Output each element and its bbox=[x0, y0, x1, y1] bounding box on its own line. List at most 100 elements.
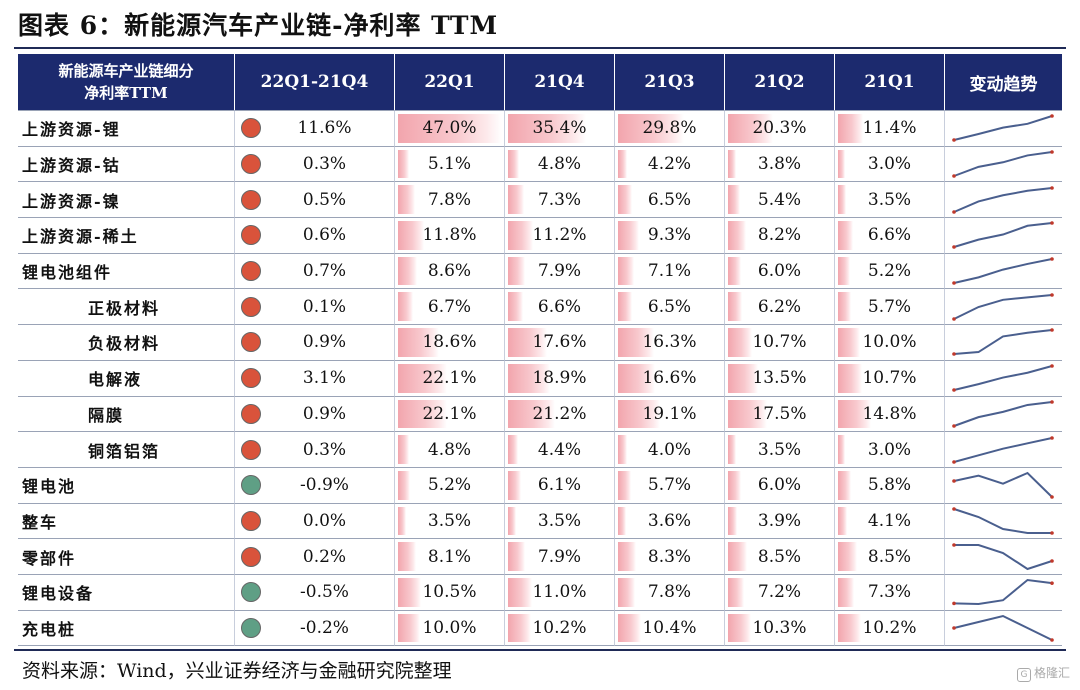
change-value: 0.3% bbox=[302, 154, 347, 175]
margin-cell: 4.2% bbox=[614, 145, 724, 182]
trend-cell bbox=[944, 431, 1062, 467]
header-period: 21Q2 bbox=[724, 54, 834, 110]
segment-name: 铜箔铝箔 bbox=[18, 431, 234, 467]
sparkline-start-point bbox=[952, 138, 956, 143]
trend-cell bbox=[944, 538, 1062, 574]
margin-cell: 5.1% bbox=[394, 145, 504, 182]
table-row: 负极材料 0.9% 18.6% 17.6% 16.3% 10.7% 10.0% bbox=[18, 324, 1062, 360]
trend-sparkline bbox=[952, 257, 1054, 285]
sparkline-start-point bbox=[952, 316, 956, 321]
margin-cell: 4.4% bbox=[504, 431, 614, 467]
table-row: 整车 0.0% 3.5% 3.5% 3.6% 3.9% 4.1% bbox=[18, 502, 1062, 539]
trend-sparkline bbox=[952, 114, 1054, 143]
sparkline-line bbox=[953, 507, 1052, 534]
data-bar bbox=[728, 114, 773, 143]
margin-cell: 3.9% bbox=[724, 502, 834, 539]
data-bar bbox=[508, 363, 550, 393]
trend-sparkline bbox=[952, 507, 1054, 535]
margin-value: 7.3% bbox=[867, 582, 912, 603]
sparkline-end-point bbox=[1050, 150, 1054, 154]
margin-value: 29.8% bbox=[642, 118, 697, 139]
data-bar bbox=[508, 613, 531, 642]
data-bar bbox=[728, 185, 740, 215]
segment-name: 隔膜 bbox=[18, 395, 234, 432]
margin-value: 3.6% bbox=[647, 510, 692, 531]
margin-value: 10.0% bbox=[422, 617, 477, 638]
segment-name: 锂电设备 bbox=[18, 573, 234, 610]
data-bar bbox=[838, 114, 863, 143]
margin-cell: 22.1% bbox=[394, 359, 504, 396]
change-cell: 0.5% bbox=[234, 181, 394, 218]
trend-sparkline bbox=[952, 472, 1054, 500]
header-change: 22Q1-21Q4 bbox=[234, 54, 394, 110]
change-cell: 0.9% bbox=[234, 324, 394, 360]
header-row: 新能源车产业链细分 净利率TTM 22Q1-21Q4 22Q1 21Q4 21Q… bbox=[18, 54, 1062, 110]
segment-name: 上游资源-稀土 bbox=[18, 217, 234, 253]
header-period: 21Q4 bbox=[504, 54, 614, 110]
margin-cell: 14.8% bbox=[834, 395, 944, 432]
sparkline-start-point bbox=[952, 352, 956, 357]
change-value: 0.2% bbox=[302, 546, 347, 567]
trend-cell bbox=[944, 359, 1062, 396]
change-value: 0.3% bbox=[302, 439, 347, 460]
data-bar bbox=[508, 114, 586, 143]
margin-cell: 18.9% bbox=[504, 359, 614, 396]
indicator-red-dot-icon bbox=[241, 118, 261, 139]
data-bar bbox=[508, 470, 521, 500]
change-cell: 0.3% bbox=[234, 145, 394, 182]
margin-cell: 13.5% bbox=[724, 359, 834, 396]
data-bar bbox=[618, 399, 660, 429]
change-cell: 11.6% bbox=[234, 110, 394, 146]
margin-value: 4.2% bbox=[647, 154, 692, 175]
margin-cell: 10.2% bbox=[504, 609, 614, 646]
margin-value: 7.2% bbox=[757, 582, 802, 603]
trend-cell bbox=[944, 609, 1062, 646]
sparkline-start-point bbox=[952, 507, 956, 511]
margin-cell: 10.4% bbox=[614, 609, 724, 646]
indicator-green-dot-icon bbox=[241, 582, 261, 603]
data-bar bbox=[618, 328, 654, 357]
margin-cell: 10.5% bbox=[394, 573, 504, 610]
table-row: 锂电池组件 0.7% 8.6% 7.9% 7.1% 6.0% 5.2% bbox=[18, 252, 1062, 289]
margin-value: 10.2% bbox=[862, 617, 917, 638]
margin-cell: 8.5% bbox=[724, 538, 834, 574]
margin-value: 3.5% bbox=[537, 510, 582, 531]
margin-value: 5.4% bbox=[757, 189, 802, 210]
margin-cell: 8.1% bbox=[394, 538, 504, 574]
change-cell: -0.5% bbox=[234, 573, 394, 610]
trend-cell bbox=[944, 395, 1062, 432]
sparkline-end-point bbox=[1050, 435, 1054, 440]
data-bar bbox=[838, 577, 854, 607]
trend-cell bbox=[944, 145, 1062, 182]
sparkline-end-point bbox=[1050, 328, 1054, 333]
data-bar bbox=[398, 542, 416, 571]
data-bar bbox=[838, 363, 862, 393]
source-rule bbox=[14, 649, 1066, 651]
margin-cell: 7.8% bbox=[614, 573, 724, 610]
sparkline-line bbox=[953, 258, 1053, 285]
data-bar bbox=[398, 114, 502, 143]
indicator-red-dot-icon bbox=[241, 510, 261, 531]
margin-cell: 5.2% bbox=[834, 252, 944, 289]
sparkline-start-point bbox=[952, 245, 956, 250]
margin-value: 5.8% bbox=[867, 475, 912, 496]
change-value: 11.6% bbox=[297, 118, 352, 139]
margin-value: 8.5% bbox=[867, 546, 912, 567]
margin-cell: 3.8% bbox=[724, 145, 834, 182]
table-body: 上游资源-锂 11.6% 47.0% 35.4% 29.8% 20.3% 11.4% 上游资源… bbox=[18, 110, 1062, 646]
change-value: -0.5% bbox=[300, 582, 349, 603]
trend-sparkline bbox=[952, 221, 1054, 250]
margin-cell: 7.2% bbox=[724, 573, 834, 610]
table-row: 上游资源-钴 0.3% 5.1% 4.8% 4.2% 3.8% 3.0% bbox=[18, 145, 1062, 182]
indicator-red-dot-icon bbox=[241, 189, 261, 210]
data-bar bbox=[398, 435, 409, 464]
margin-cell: 5.8% bbox=[834, 466, 944, 503]
data-bar bbox=[838, 328, 860, 357]
margin-cell: 3.5% bbox=[504, 502, 614, 539]
margin-value: 6.5% bbox=[647, 296, 692, 317]
data-bar bbox=[728, 613, 751, 642]
table-row: 正极材料 0.1% 6.7% 6.6% 6.5% 6.2% 5.7% bbox=[18, 288, 1062, 325]
data-bar bbox=[508, 256, 525, 286]
change-cell: -0.9% bbox=[234, 466, 394, 503]
data-bar bbox=[618, 470, 631, 500]
